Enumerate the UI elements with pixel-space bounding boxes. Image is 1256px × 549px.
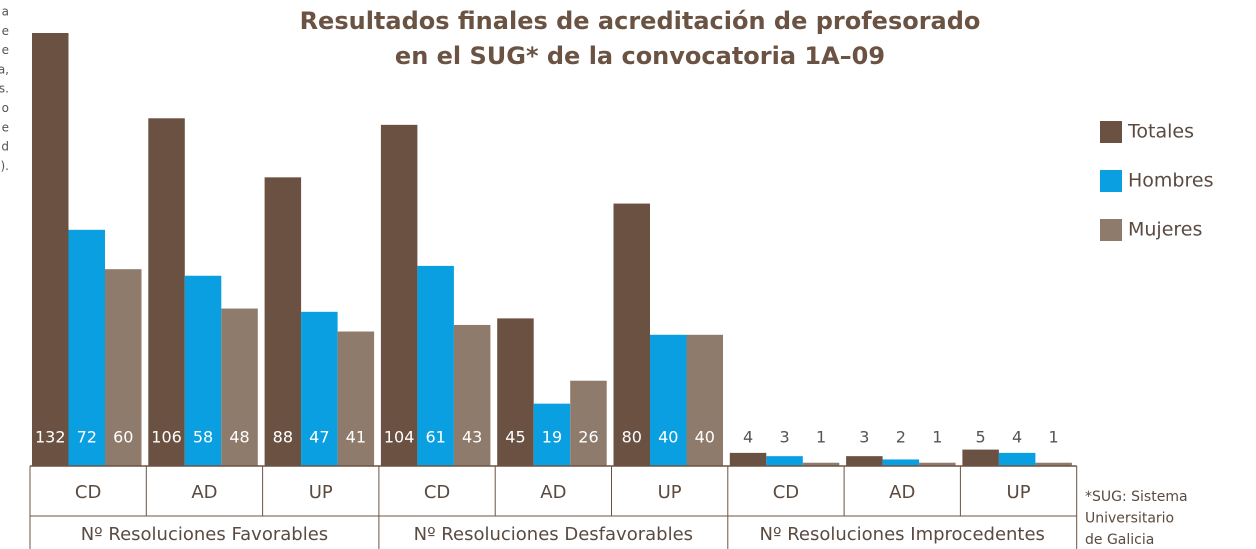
bar bbox=[919, 462, 956, 466]
value-label: 3 bbox=[859, 428, 869, 447]
footnote: Universitario bbox=[1085, 511, 1174, 527]
value-label: 88 bbox=[273, 428, 293, 447]
bar bbox=[650, 334, 687, 466]
value-label: 2 bbox=[896, 428, 906, 447]
value-label: 26 bbox=[578, 428, 598, 447]
value-label: 47 bbox=[309, 428, 329, 447]
x-tick-label: UP bbox=[658, 482, 682, 503]
bar bbox=[729, 452, 767, 466]
side-text: ). bbox=[1, 159, 10, 173]
value-label: 4 bbox=[743, 428, 753, 447]
value-label: 1 bbox=[816, 428, 826, 447]
legend-swatch bbox=[1100, 219, 1122, 241]
bar bbox=[613, 203, 650, 467]
legend-swatch bbox=[1100, 170, 1122, 192]
x-tick-label: CD bbox=[424, 482, 450, 503]
value-label: 5 bbox=[976, 428, 986, 447]
value-label: 1 bbox=[1049, 428, 1059, 447]
legend-swatch bbox=[1100, 121, 1122, 143]
value-label: 104 bbox=[384, 428, 415, 447]
value-label: 60 bbox=[113, 428, 133, 447]
side-text: s. bbox=[0, 82, 9, 96]
x-tick-label: AD bbox=[191, 482, 217, 503]
value-label: 132 bbox=[35, 428, 66, 447]
x-tick-label: CD bbox=[75, 482, 101, 503]
bar bbox=[962, 449, 999, 466]
value-label: 58 bbox=[193, 428, 213, 447]
value-label: 41 bbox=[346, 428, 366, 447]
bar bbox=[802, 462, 840, 466]
bar bbox=[301, 311, 338, 466]
x-tick-label: AD bbox=[540, 482, 566, 503]
side-text: a, bbox=[0, 62, 9, 76]
legend-label: Hombres bbox=[1128, 170, 1213, 192]
bar bbox=[497, 318, 534, 466]
value-label: 106 bbox=[151, 428, 182, 447]
bar bbox=[570, 380, 607, 466]
bar bbox=[766, 456, 803, 466]
bar bbox=[417, 265, 454, 466]
bar bbox=[533, 403, 571, 466]
bar bbox=[68, 229, 105, 466]
side-text: a bbox=[2, 5, 9, 19]
value-label: 40 bbox=[695, 428, 715, 447]
value-label: 61 bbox=[425, 428, 445, 447]
bar bbox=[32, 33, 69, 466]
bar bbox=[184, 275, 222, 466]
value-label: 80 bbox=[622, 428, 642, 447]
side-text: e bbox=[2, 120, 9, 134]
group-label: Nº Resoluciones Desfavorables bbox=[414, 524, 693, 545]
x-tick-label: CD bbox=[773, 482, 799, 503]
value-label: 1 bbox=[932, 428, 942, 447]
value-label: 40 bbox=[658, 428, 678, 447]
legend-label: Totales bbox=[1127, 121, 1194, 143]
value-label: 72 bbox=[77, 428, 97, 447]
value-label: 43 bbox=[462, 428, 482, 447]
bar bbox=[1035, 462, 1072, 466]
x-tick-label: UP bbox=[1007, 482, 1031, 503]
value-label: 4 bbox=[1012, 428, 1022, 447]
value-label: 48 bbox=[229, 428, 249, 447]
bar bbox=[882, 459, 920, 466]
bar bbox=[846, 456, 883, 466]
side-text: e bbox=[2, 24, 9, 38]
group-label: Nº Resoluciones Favorables bbox=[81, 524, 328, 545]
bar bbox=[221, 308, 258, 466]
bar bbox=[453, 324, 491, 466]
bar bbox=[998, 452, 1036, 466]
group-label: Nº Resoluciones Improcedentes bbox=[760, 524, 1045, 545]
x-tick-label: UP bbox=[309, 482, 333, 503]
footnote: *SUG: Sistema bbox=[1085, 489, 1188, 505]
footnote: de Galicia bbox=[1085, 532, 1154, 548]
bar bbox=[105, 269, 142, 466]
bar bbox=[264, 177, 302, 467]
bar bbox=[686, 334, 723, 466]
side-text: o bbox=[2, 101, 9, 115]
value-label: 19 bbox=[542, 428, 562, 447]
x-tick-label: AD bbox=[889, 482, 915, 503]
legend-label: Mujeres bbox=[1128, 219, 1202, 241]
side-text: d bbox=[1, 140, 9, 154]
side-text: e bbox=[2, 43, 9, 57]
value-label: 3 bbox=[779, 428, 789, 447]
bar bbox=[337, 331, 375, 466]
value-label: 45 bbox=[505, 428, 525, 447]
bar bbox=[148, 118, 185, 467]
chart-title: Resultados finales de acreditación de pr… bbox=[300, 7, 981, 35]
bar bbox=[380, 124, 418, 467]
chart-title: en el SUG* de la convocatoria 1A–09 bbox=[395, 42, 885, 70]
